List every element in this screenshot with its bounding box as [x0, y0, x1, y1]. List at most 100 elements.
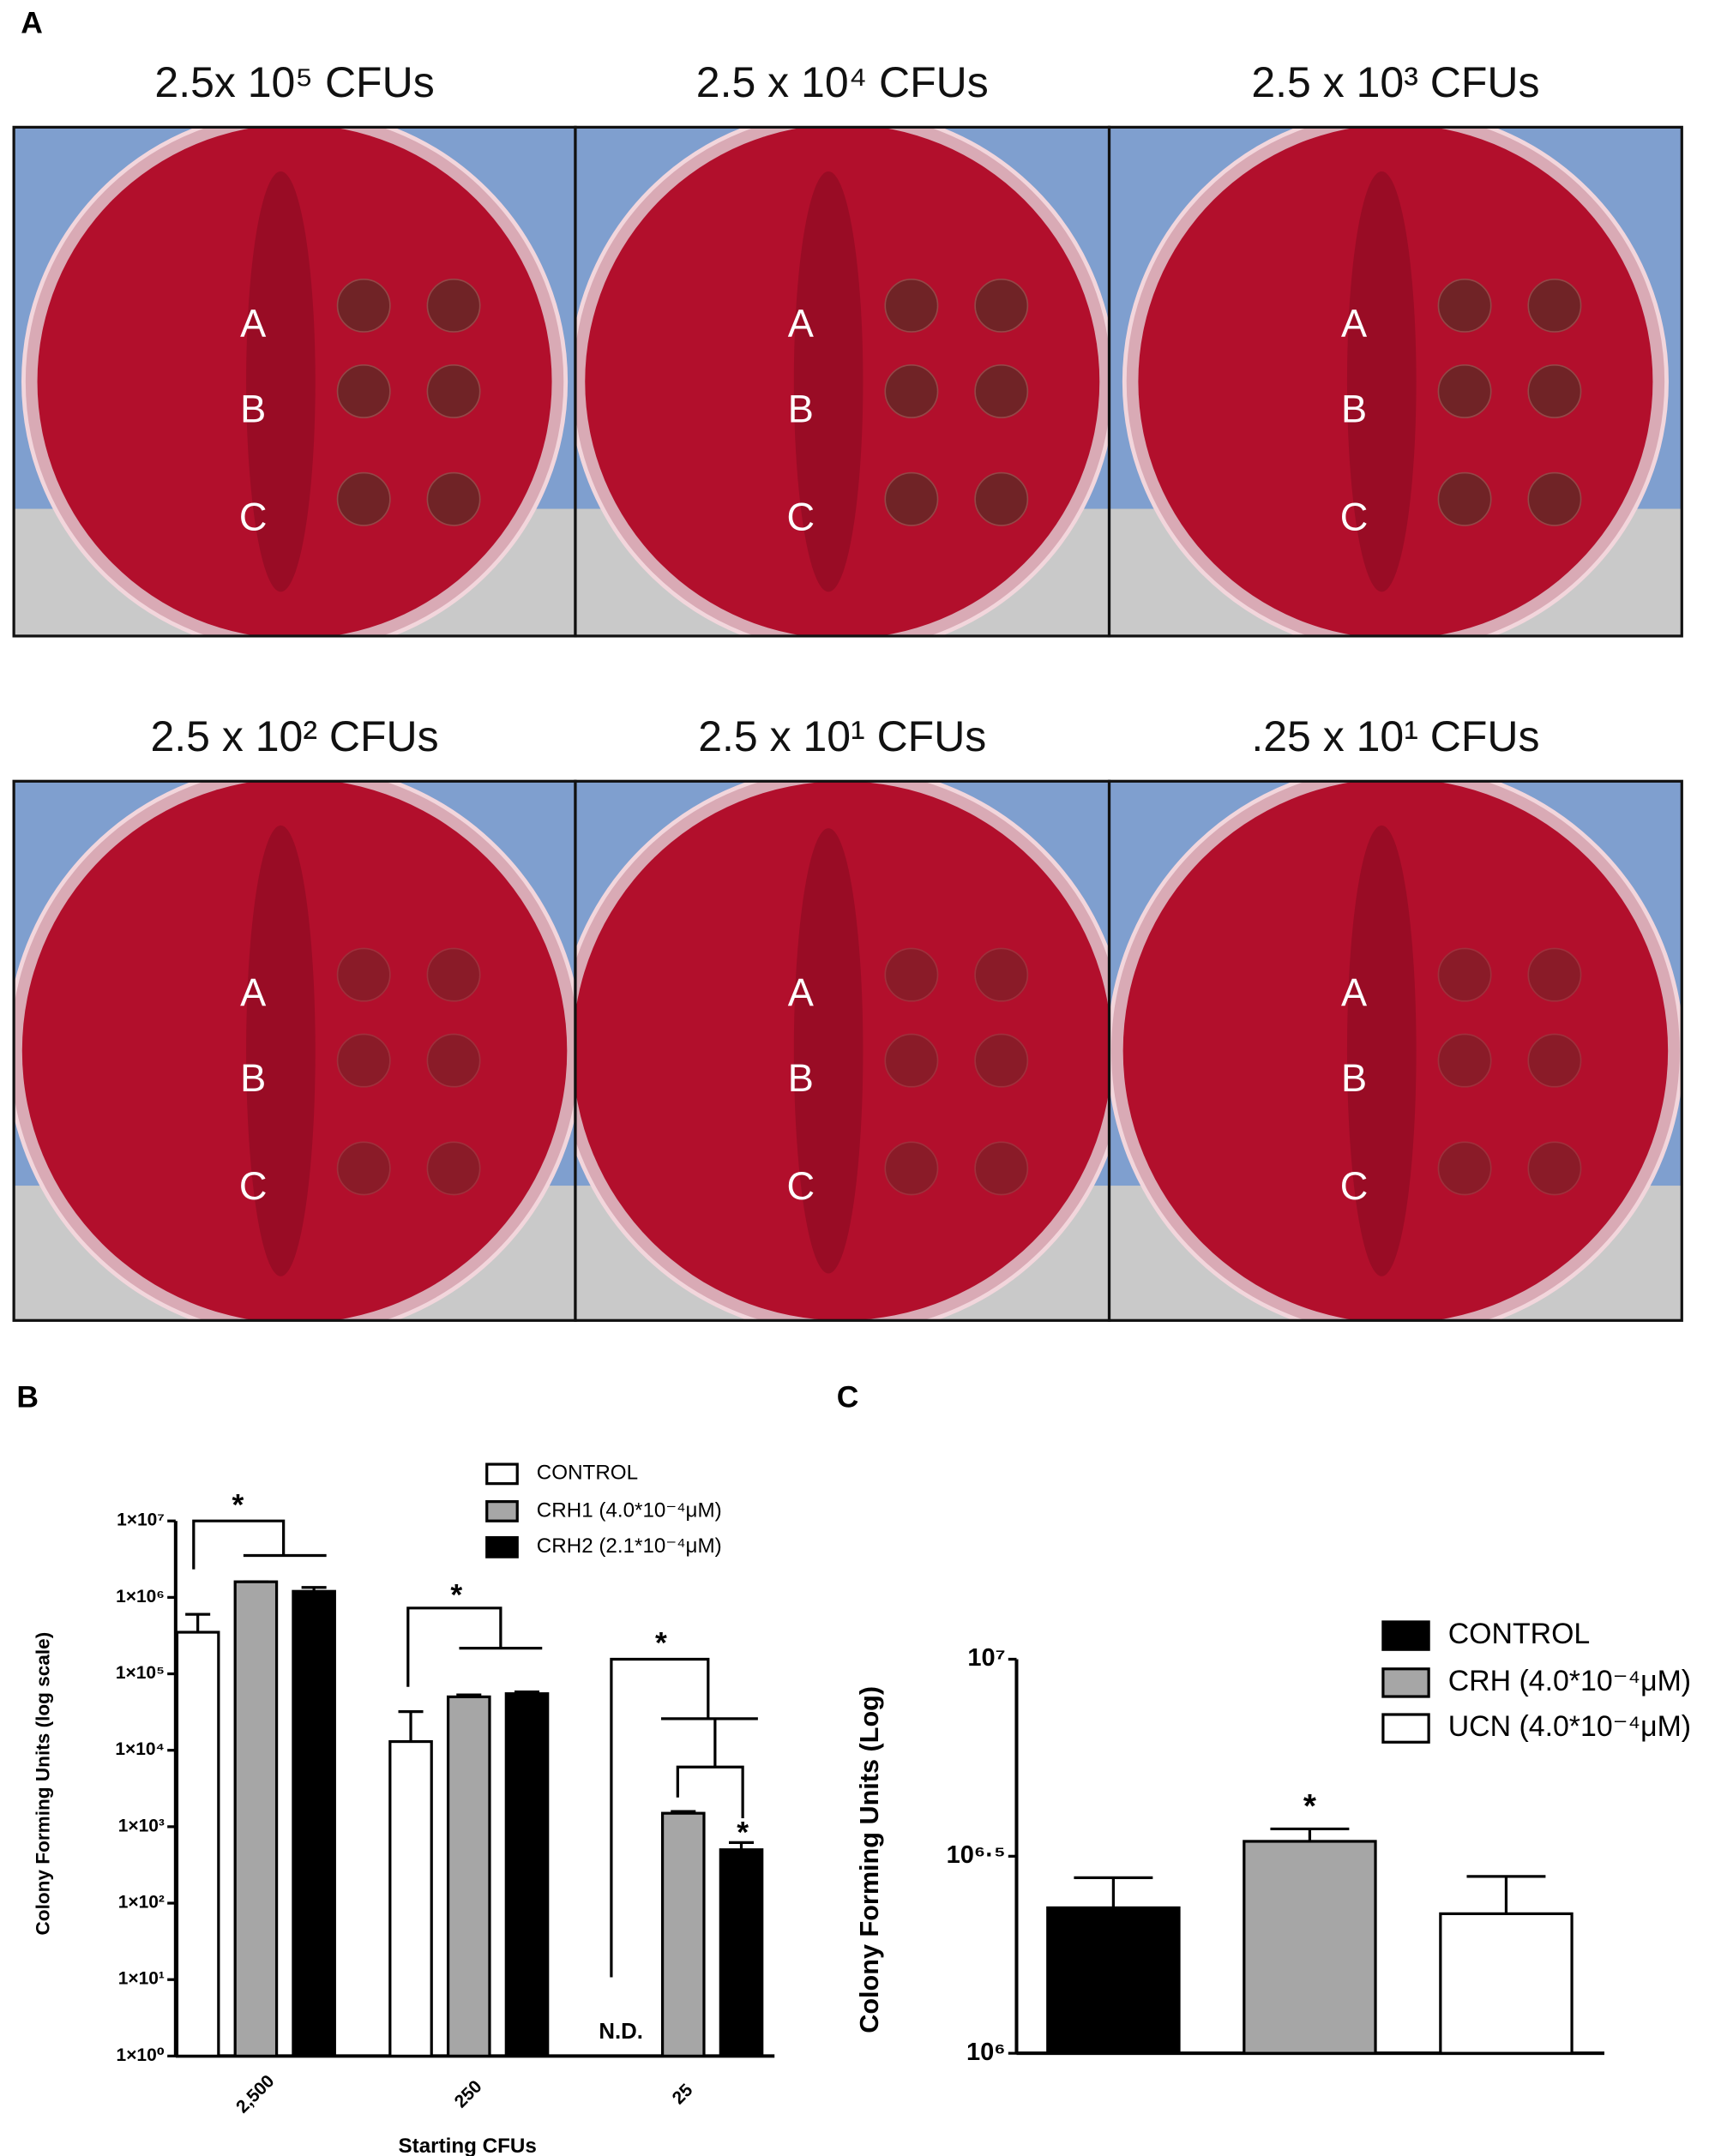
bar	[233, 1580, 279, 2058]
plate-title: .25 x 10¹ CFUs	[1251, 712, 1539, 760]
colony-spot	[1527, 363, 1582, 418]
y-tick-label: 10⁶·⁵	[947, 1841, 1006, 1869]
legend-swatch	[1381, 1620, 1430, 1651]
x-axis-label: Starting CFUs	[399, 2135, 537, 2156]
plate: AB C	[575, 781, 1110, 1321]
x-tick-label: 2,500	[232, 2071, 278, 2117]
significance-bracket	[610, 1657, 758, 1978]
shadow	[793, 171, 864, 592]
legend-label: UCN (4.0*10⁻⁴μM)	[1448, 1710, 1691, 1743]
bar	[175, 1631, 220, 2057]
colony-spot	[1437, 278, 1492, 333]
plate-title: 2.5x 10⁵ CFUs	[154, 58, 434, 106]
bar	[1046, 1906, 1181, 2055]
row-label: B	[1341, 387, 1367, 431]
annotation: *	[737, 1816, 749, 1850]
bar	[1439, 1912, 1574, 2055]
y-tick-label: 1×10²	[118, 1893, 165, 1913]
shadow	[246, 171, 316, 592]
colony-spot	[1527, 947, 1582, 1002]
legend-swatch	[485, 1499, 519, 1522]
plate-title: 2.5 x 10² CFUs	[150, 712, 438, 760]
row-label: C	[1340, 495, 1369, 538]
row-label: A	[788, 970, 815, 1014]
y-tick-label: 1×10⁵	[116, 1663, 165, 1683]
annotation: *	[232, 1487, 244, 1522]
panel-label: A	[21, 5, 43, 39]
bar	[660, 1811, 706, 2057]
y-axis-label: Colony Forming Units (log scale)	[33, 1632, 54, 1936]
colony-spot	[1527, 1033, 1582, 1088]
agar	[585, 127, 1100, 636]
y-tick-label: 1×10³	[118, 1816, 165, 1835]
row-label: C	[239, 495, 268, 538]
colony-spot	[884, 1141, 939, 1196]
colony-spot	[336, 947, 391, 1002]
colony-spot	[336, 1141, 391, 1196]
plate-title: 2.5 x 10⁴ CFUs	[696, 58, 989, 106]
row-label: A	[1341, 970, 1368, 1014]
colony-spot	[1437, 1141, 1492, 1196]
significance-bracket	[192, 1519, 327, 1570]
annotation: *	[450, 1577, 462, 1612]
y-tick-label: 10⁷	[967, 1644, 1005, 1672]
row-label: C	[787, 495, 815, 538]
bar	[1243, 1840, 1377, 2055]
plate-frame	[1107, 125, 1683, 638]
colony-spot	[884, 278, 939, 333]
row-label: A	[240, 970, 267, 1014]
colony-spot	[974, 363, 1029, 418]
colony-spot	[974, 947, 1029, 1002]
row-label: B	[240, 1056, 266, 1100]
plate-title: 2.5 x 10³ CFUs	[1251, 58, 1539, 106]
colony-spot	[426, 1141, 481, 1196]
colony-spot	[336, 471, 391, 526]
significance-bracket	[406, 1606, 543, 1687]
y-tick-label: 1×10⁴	[115, 1739, 165, 1759]
plate: AB C	[1109, 781, 1682, 1321]
colony-spot	[426, 1033, 481, 1088]
legend-label: CRH (4.0*10⁻⁴μM)	[1448, 1665, 1691, 1697]
legend-label: CONTROL	[1448, 1618, 1591, 1650]
colony-spot	[974, 1141, 1029, 1196]
x-tick-label: 250	[451, 2076, 486, 2111]
colony-spot	[884, 363, 939, 418]
agar	[21, 781, 568, 1321]
y-tick-label: 1×10¹	[118, 1969, 165, 1989]
row-label: A	[788, 302, 815, 345]
colony-spot	[1437, 471, 1492, 526]
legend-label: CONTROL	[537, 1462, 638, 1485]
plate: AB C	[575, 127, 1110, 636]
panel-label: B	[16, 1380, 39, 1414]
y-tick-label: 1×10⁷	[117, 1510, 165, 1530]
row-label: C	[239, 1164, 268, 1208]
annotation: N.D.	[599, 2020, 643, 2044]
colony-spot	[336, 363, 391, 418]
plate-title: 2.5 x 10¹ CFUs	[698, 712, 986, 760]
agar	[37, 127, 552, 636]
bar	[388, 1739, 433, 2057]
x-tick-label: 25	[669, 2080, 697, 2108]
legend-label: CRH2 (2.1*10⁻⁴μM)	[537, 1534, 722, 1558]
colony-spot	[974, 471, 1029, 526]
colony-spot	[974, 278, 1029, 333]
plate-frame	[1107, 779, 1683, 1322]
agar	[1138, 127, 1653, 636]
colony-spot	[1527, 471, 1582, 526]
colony-spot	[336, 278, 391, 333]
colony-spot	[1437, 1033, 1492, 1088]
colony-spot	[426, 278, 481, 333]
colony-spot	[1437, 363, 1492, 418]
shadow	[1346, 171, 1417, 592]
y-tick-label: 1×10⁶	[116, 1587, 165, 1606]
plate: AB C	[14, 127, 575, 636]
row-label: A	[240, 302, 267, 345]
colony-spot	[336, 1033, 391, 1088]
colony-spot	[1437, 947, 1492, 1002]
annotation: *	[655, 1626, 667, 1661]
plate: AB C	[1109, 127, 1682, 636]
row-label: B	[788, 1056, 814, 1100]
colony-spot	[1527, 278, 1582, 333]
y-tick-label: 10⁶	[966, 2039, 1006, 2066]
